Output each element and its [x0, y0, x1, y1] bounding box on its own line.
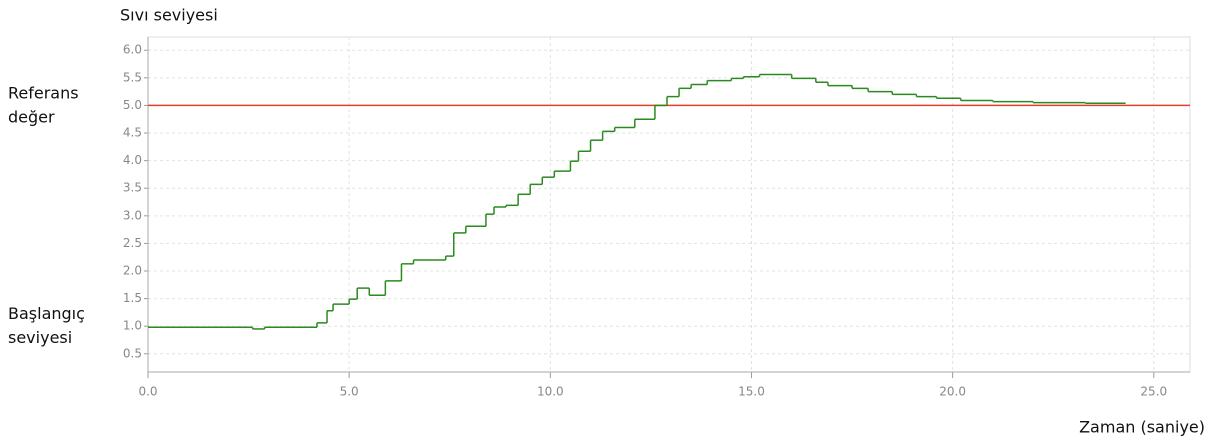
y-tick-label: 5.5	[123, 70, 142, 84]
chart-title: Sıvı seviyesi	[120, 6, 218, 25]
y-tick-label: 3.0	[123, 208, 142, 222]
y-tick-label: 0.5	[123, 346, 142, 360]
x-tick-label: 20.0	[939, 385, 966, 399]
y-tick-label: 6.0	[123, 43, 142, 57]
y-tick-label: 4.0	[123, 153, 142, 167]
plot-area	[147, 36, 1191, 373]
y-tick-label: 5.0	[123, 98, 142, 112]
x-axis-label: Zaman (saniye)	[1079, 418, 1205, 437]
y-tick-label: 3.5	[123, 181, 142, 195]
y-tick-label: 1.5	[123, 291, 142, 305]
x-tick-label: 0.0	[138, 385, 157, 399]
x-tick-label: 5.0	[340, 385, 359, 399]
y-tick-label: 4.5	[123, 126, 142, 140]
annotation: Referans değer	[8, 83, 79, 126]
x-tick-label: 15.0	[738, 385, 765, 399]
y-tick-label: 1.0	[123, 319, 142, 333]
x-tick-label: 10.0	[537, 385, 564, 399]
y-tick-label: 2.0	[123, 264, 142, 278]
y-tick-label: 2.5	[123, 236, 142, 250]
x-tick-label: 25.0	[1140, 385, 1167, 399]
annotation: Başlangıç seviyesi	[8, 304, 85, 347]
